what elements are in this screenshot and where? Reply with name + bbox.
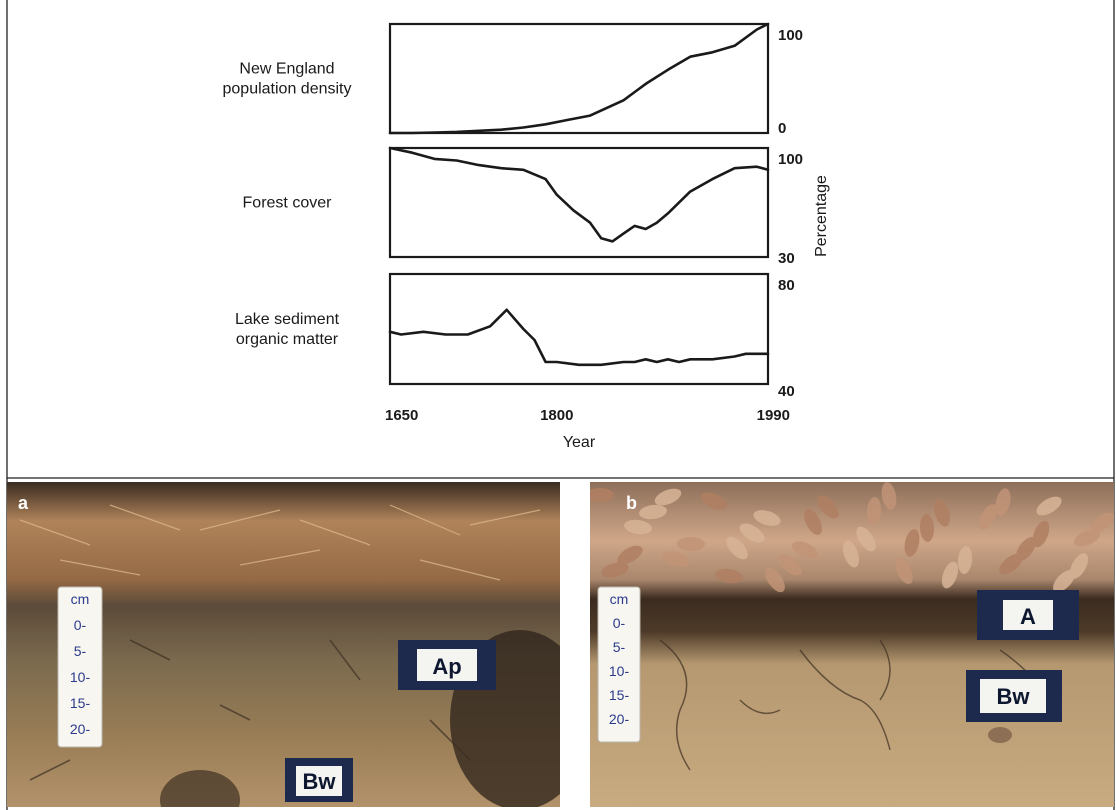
leaf bbox=[739, 523, 765, 543]
ruler-mark-a-4: 15- bbox=[70, 695, 91, 711]
panel-label-2-line-1: Forest cover bbox=[243, 195, 333, 212]
leaf bbox=[590, 488, 614, 502]
y-tick-bottom-2: 30 bbox=[778, 250, 795, 267]
chart-panel-2: Forest cover 100 30 bbox=[243, 146, 803, 267]
x-tick-1650: 1650 bbox=[385, 407, 418, 424]
leaf bbox=[778, 554, 802, 576]
ruler-mark-b-3: 10- bbox=[609, 663, 630, 679]
ruler-mark-a-2: 5- bbox=[74, 643, 87, 659]
leaf bbox=[1090, 512, 1114, 534]
horizon-sign-bw-a-label: Bw bbox=[303, 769, 337, 794]
leaf bbox=[1053, 569, 1075, 593]
ruler-mark-a-0: cm bbox=[71, 591, 90, 607]
ruler-mark-b-1: 0- bbox=[613, 615, 626, 631]
leaf bbox=[866, 497, 882, 525]
leaf bbox=[1036, 496, 1062, 516]
leaf bbox=[617, 545, 643, 565]
leaf bbox=[881, 482, 897, 510]
soil-photo-b-annotations: b cm 0- 5- 10- 15- 20- A Bw bbox=[597, 493, 1079, 743]
series-line-1 bbox=[388, 22, 770, 135]
leaf bbox=[1073, 529, 1101, 547]
horizon-sign-bw-b-label: Bw bbox=[997, 684, 1031, 709]
history-chart: New England population density 100 0 Forest … bbox=[223, 22, 830, 451]
leaf bbox=[639, 504, 667, 520]
leaf bbox=[856, 526, 876, 552]
ruler-mark-b-4: 15- bbox=[609, 687, 630, 703]
leaf bbox=[700, 492, 728, 510]
y-axis-title: Percentage bbox=[813, 175, 830, 257]
leaf bbox=[1069, 553, 1089, 579]
horizon-sign-bw-a: Bw bbox=[285, 758, 353, 802]
leaf bbox=[765, 567, 785, 593]
panel-frame-2 bbox=[388, 146, 770, 259]
ruler-mark-a-5: 20- bbox=[70, 721, 91, 737]
y-tick-top-2: 100 bbox=[778, 151, 803, 168]
depth-ruler-b: cm 0- 5- 10- 15- 20- bbox=[597, 586, 641, 743]
leaf bbox=[677, 536, 705, 552]
leaf bbox=[842, 540, 860, 568]
leaf bbox=[715, 568, 743, 584]
depth-ruler-a: cm 0- 5- 10- 15- 20- bbox=[57, 586, 103, 748]
leaf bbox=[601, 562, 629, 578]
horizon-sign-ap: Ap bbox=[398, 640, 496, 690]
x-tick-1990: 1990 bbox=[757, 407, 790, 424]
horizon-sign-a: A bbox=[977, 590, 1079, 640]
panel-frame-1 bbox=[388, 22, 770, 135]
leaf bbox=[1032, 520, 1050, 548]
leaf bbox=[919, 514, 935, 542]
soil-photo-a-annotations: a cm 0- 5- 10- 15- 20- Ap Bw bbox=[18, 493, 496, 802]
panel-label-1-line-1: New England bbox=[239, 61, 334, 78]
ruler-mark-a-3: 10- bbox=[70, 669, 91, 685]
horizon-sign-bw-b: Bw bbox=[966, 670, 1062, 722]
leaf bbox=[753, 510, 781, 526]
leaf bbox=[941, 561, 959, 589]
ruler-mark-b-5: 20- bbox=[609, 711, 630, 727]
leaf bbox=[1016, 536, 1036, 562]
leaf bbox=[624, 519, 652, 535]
y-tick-top-3: 80 bbox=[778, 277, 795, 294]
y-tick-top-1: 100 bbox=[778, 27, 803, 44]
x-axis-title: Year bbox=[563, 434, 596, 451]
leaf bbox=[726, 536, 748, 560]
ruler-mark-b-0: cm bbox=[610, 591, 629, 607]
leaf bbox=[978, 504, 998, 530]
leaf bbox=[791, 541, 819, 559]
leaf bbox=[817, 495, 839, 519]
leaf bbox=[904, 529, 920, 557]
x-tick-1800: 1800 bbox=[540, 407, 573, 424]
horizon-sign-a-label: A bbox=[1020, 604, 1036, 629]
ruler-mark-a-1: 0- bbox=[74, 617, 87, 633]
leaf bbox=[654, 488, 682, 506]
panel-label-3-line-1: Lake sediment bbox=[235, 311, 340, 328]
y-tick-bottom-1: 0 bbox=[778, 120, 786, 137]
photo-a-letter: a bbox=[18, 493, 29, 513]
leaf bbox=[934, 499, 950, 527]
leaf bbox=[995, 488, 1011, 516]
leaf bbox=[895, 558, 913, 584]
leaf bbox=[662, 551, 690, 567]
series-line-3 bbox=[388, 308, 770, 367]
leaf bbox=[804, 509, 822, 535]
soil-photo-b bbox=[590, 482, 1114, 807]
leaf bbox=[957, 546, 973, 574]
panel-label-1-line-2: population density bbox=[223, 81, 352, 98]
panel-frame-3 bbox=[388, 272, 770, 386]
horizon-sign-ap-label: Ap bbox=[432, 654, 461, 679]
series-line-2 bbox=[388, 146, 770, 243]
photo-b-letter: b bbox=[626, 493, 637, 513]
panel-label-3-line-2: organic matter bbox=[236, 331, 339, 348]
y-tick-bottom-3: 40 bbox=[778, 383, 795, 400]
chart-panel-3: Lake sediment organic matter 80 40 bbox=[235, 272, 795, 400]
ruler-mark-b-2: 5- bbox=[613, 639, 626, 655]
chart-panel-1: New England population density 100 0 bbox=[223, 22, 803, 137]
